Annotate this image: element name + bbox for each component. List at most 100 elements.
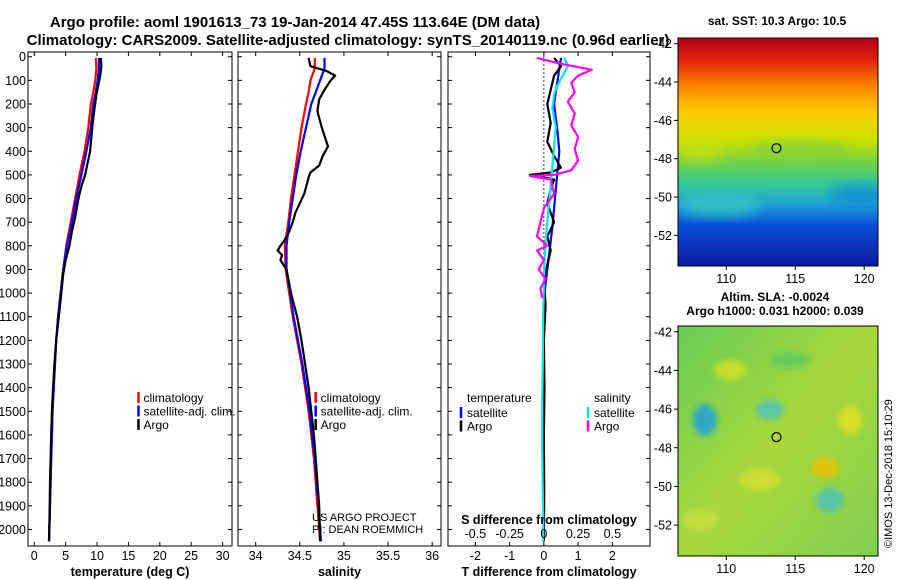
map-y-tick-label: -46 bbox=[654, 403, 672, 417]
y-tick-label: 2000 bbox=[0, 523, 26, 537]
legend-label: Argo bbox=[467, 420, 493, 434]
x-tick-label: 35 bbox=[337, 549, 351, 563]
legend-label: satellite bbox=[594, 406, 635, 420]
x-tick-label: 2 bbox=[609, 549, 616, 563]
legend-label: Argo bbox=[321, 418, 347, 432]
secondary-x-tick-label: -0.5 bbox=[465, 527, 487, 541]
x-tick-label: -2 bbox=[470, 549, 481, 563]
sla-map-frame bbox=[677, 325, 879, 557]
x-tick-label: 5 bbox=[62, 549, 69, 563]
map-y-tick-label: -42 bbox=[654, 325, 672, 339]
imos-credit: ©IMOS 13-Dec-2018 15:10:29 bbox=[883, 399, 895, 548]
legend-label: Argo bbox=[594, 420, 620, 434]
x-axis-label: salinity bbox=[318, 565, 361, 579]
x-tick-label: 30 bbox=[216, 549, 230, 563]
secondary-x-tick-label: 0 bbox=[540, 527, 547, 541]
sla-heatmap-texture bbox=[682, 352, 862, 530]
legend-label: climatology bbox=[143, 391, 203, 405]
y-tick-label: 800 bbox=[5, 239, 26, 253]
x-tick-label: 0 bbox=[540, 549, 547, 563]
x-tick-label: -1 bbox=[504, 549, 515, 563]
series-line-argo bbox=[276, 57, 337, 542]
map-y-tick-label: -48 bbox=[654, 441, 672, 455]
y-tick-label: 1700 bbox=[0, 452, 26, 466]
figure-title-line1: Argo profile: aoml 1901613_73 19-Jan-201… bbox=[50, 14, 540, 31]
x-tick-label: 10 bbox=[90, 549, 104, 563]
sla-map-axes: -42 -44 -46 -48 -50 -52 110 115 120 bbox=[654, 325, 875, 576]
legend-label: climatology bbox=[321, 391, 381, 405]
series-line-temperature-satellite bbox=[542, 57, 563, 542]
map-x-tick-label: 110 bbox=[716, 562, 736, 576]
sla-map-title-line1: Altim. SLA: -0.0024 bbox=[721, 290, 830, 304]
y-tick-label: 400 bbox=[5, 145, 26, 159]
y-tick-label: 500 bbox=[5, 168, 26, 182]
x-tick-label: 15 bbox=[121, 549, 135, 563]
argo-position-marker bbox=[771, 432, 782, 443]
figure-title-line2: Climatology: CARS2009. Satellite-adjuste… bbox=[27, 32, 670, 49]
map-x-tick-label: 115 bbox=[785, 272, 805, 286]
argo-position-marker bbox=[771, 143, 782, 154]
y-tick-label: 1100 bbox=[0, 310, 26, 324]
y-tick-label: 0 bbox=[19, 50, 26, 64]
map-y-tick-label: -42 bbox=[654, 37, 672, 51]
map-x-tick-label: 120 bbox=[854, 562, 875, 576]
legend-label: satellite bbox=[467, 406, 508, 420]
map-y-tick-label: -48 bbox=[654, 152, 672, 166]
series-line-salinity-argo bbox=[529, 56, 593, 299]
x-tick-label: 0 bbox=[31, 549, 38, 563]
map-y-tick-label: -50 bbox=[654, 480, 672, 494]
x-axis-label: temperature (deg C) bbox=[71, 565, 190, 579]
secondary-x-tick-label: -0.25 bbox=[495, 527, 524, 541]
sst-heatmap-texture bbox=[678, 138, 878, 217]
sst-map-title: sat. SST: 10.3 Argo: 10.5 bbox=[708, 14, 847, 28]
map-y-tick-label: -50 bbox=[654, 191, 672, 205]
y-tick-label: 1300 bbox=[0, 358, 26, 372]
plot-frame bbox=[27, 51, 233, 547]
x-tick-label: 25 bbox=[184, 549, 198, 563]
y-tick-label: 100 bbox=[5, 74, 26, 88]
y-tick-label: 1800 bbox=[0, 476, 26, 490]
sla-map-title-line2: Argo h1000: 0.031 h2000: 0.039 bbox=[686, 304, 864, 318]
y-tick-label: 1600 bbox=[0, 428, 26, 442]
y-tick-label: 1500 bbox=[0, 405, 26, 419]
y-tick-label: 700 bbox=[5, 216, 26, 230]
legend-group-title: salinity bbox=[594, 391, 631, 405]
map-y-tick-label: -44 bbox=[654, 76, 672, 90]
credit-project: US ARGO PROJECT bbox=[312, 512, 417, 524]
y-tick-label: 900 bbox=[5, 263, 26, 277]
x-tick-label: 36 bbox=[425, 549, 439, 563]
temperature-panel: 0100200300400500600700800900100011001200… bbox=[0, 50, 236, 579]
map-y-tick-label: -52 bbox=[654, 519, 672, 533]
x-tick-label: 1 bbox=[575, 549, 582, 563]
sla-map: -42 -44 -46 -48 -50 -52 110 115 120 bbox=[654, 325, 879, 576]
series-line-salinity-satellite bbox=[541, 57, 569, 542]
legend-label: Argo bbox=[143, 418, 169, 432]
y-tick-label: 300 bbox=[5, 121, 26, 135]
plot-frame bbox=[447, 51, 651, 547]
map-x-tick-label: 110 bbox=[716, 272, 736, 286]
y-tick-label: 1400 bbox=[0, 381, 26, 395]
series-line-argo bbox=[47, 57, 103, 542]
legend-label: satellite-adj. clim. bbox=[143, 405, 235, 419]
y-tick-label: 200 bbox=[5, 98, 26, 112]
secondary-x-tick-label: 0.5 bbox=[604, 527, 621, 541]
y-tick-label: 600 bbox=[5, 192, 26, 206]
x-tick-label: 35.5 bbox=[376, 549, 400, 563]
map-x-tick-label: 115 bbox=[785, 562, 805, 576]
legend-label: satellite-adj. clim. bbox=[321, 405, 413, 419]
difference-panel: -2 -1 0 1 2 T difference from climatology S di… bbox=[447, 51, 651, 579]
y-tick-label: 1200 bbox=[0, 334, 26, 348]
map-y-tick-label: -46 bbox=[654, 114, 672, 128]
map-x-tick-label: 120 bbox=[854, 272, 875, 286]
y-tick-label: 1000 bbox=[0, 287, 26, 301]
map-y-tick-label: -44 bbox=[654, 364, 672, 378]
salinity-panel: 34 34.5 35 35.5 36 salinity climatologysatelli… bbox=[237, 51, 442, 579]
legend-group-title: temperature bbox=[467, 391, 532, 405]
map-y-tick-label: -52 bbox=[654, 229, 672, 243]
secondary-axis-label: S difference from climatology bbox=[461, 513, 637, 527]
sst-map-axes: -42 -44 -46 -48 -50 -52 110 115 120 bbox=[654, 37, 875, 286]
x-tick-label: 34.5 bbox=[288, 549, 312, 563]
secondary-x-tick-label: 0.25 bbox=[566, 527, 590, 541]
sst-map-frame bbox=[677, 37, 879, 267]
